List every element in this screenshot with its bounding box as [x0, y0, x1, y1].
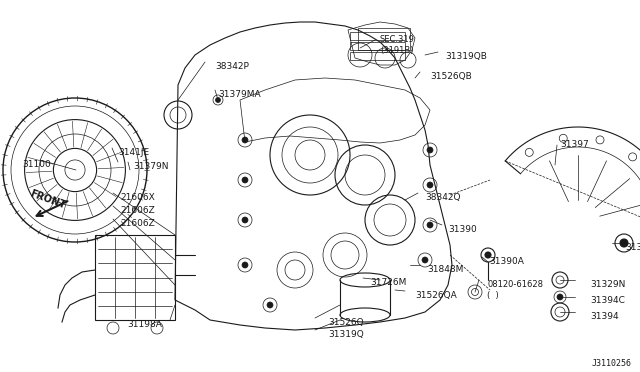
Text: J3110256: J3110256 [592, 359, 632, 368]
Text: 31848M: 31848M [427, 265, 463, 274]
Text: 31394: 31394 [590, 312, 619, 321]
Circle shape [242, 137, 248, 143]
Text: 31319Q: 31319Q [328, 330, 364, 339]
Bar [358, 28, 410, 50]
Text: 31100: 31100 [22, 160, 51, 169]
Text: 31394C: 31394C [590, 296, 625, 305]
Circle shape [427, 222, 433, 228]
Bar [350, 32, 405, 40]
Text: 21606X: 21606X [120, 193, 155, 202]
Text: (3191B): (3191B) [380, 46, 413, 55]
Circle shape [242, 177, 248, 183]
Circle shape [267, 302, 273, 308]
Circle shape [422, 257, 428, 263]
Text: 38342P: 38342P [215, 62, 249, 71]
Text: 08120-61628: 08120-61628 [487, 280, 543, 289]
Circle shape [216, 97, 221, 103]
Circle shape [427, 182, 433, 188]
Text: 21606Z: 21606Z [120, 219, 155, 228]
Text: (  ): ( ) [487, 291, 499, 300]
Text: 31526QA: 31526QA [415, 291, 457, 300]
Text: 31198A: 31198A [127, 320, 162, 329]
Circle shape [620, 239, 628, 247]
Text: 31526QB: 31526QB [430, 72, 472, 81]
Text: 31379N: 31379N [133, 162, 168, 171]
Bar [350, 42, 405, 50]
Circle shape [242, 262, 248, 268]
Text: 21606Z: 21606Z [120, 206, 155, 215]
Bar [350, 52, 405, 60]
Text: 38342Q: 38342Q [425, 193, 461, 202]
Circle shape [242, 217, 248, 223]
Circle shape [557, 294, 563, 300]
Circle shape [485, 252, 491, 258]
Text: 31526Q: 31526Q [328, 318, 364, 327]
Circle shape [427, 147, 433, 153]
Text: 31319QB: 31319QB [445, 52, 487, 61]
Text: 31329N: 31329N [590, 280, 625, 289]
Text: 31390: 31390 [448, 225, 477, 234]
Text: 31379MA: 31379MA [218, 90, 260, 99]
Text: 31390A: 31390A [489, 257, 524, 266]
Text: FRONT: FRONT [29, 189, 67, 211]
Text: SEC.319: SEC.319 [380, 35, 415, 44]
Text: 31397: 31397 [560, 140, 589, 149]
Text: 3141JE: 3141JE [118, 148, 149, 157]
Text: 31726M: 31726M [370, 278, 406, 287]
Text: 31390J: 31390J [625, 243, 640, 252]
